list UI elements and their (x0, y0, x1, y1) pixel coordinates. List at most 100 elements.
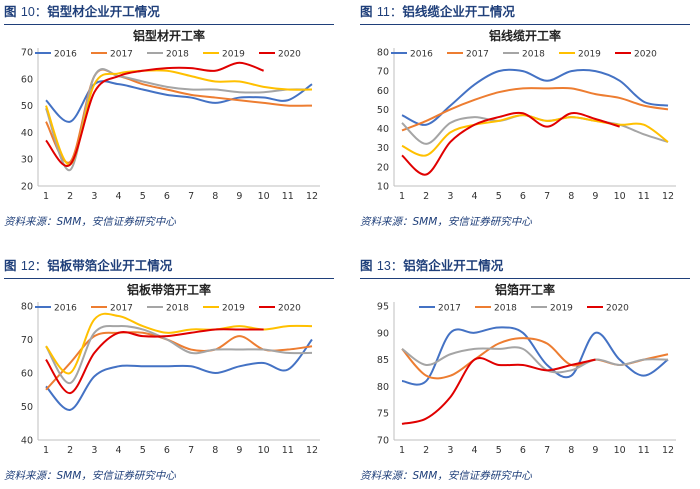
fig-label: 图 (4, 4, 17, 19)
fig-title: 铝板带箔企业开工情况 (47, 258, 173, 273)
x-tick-label: 11 (282, 445, 294, 456)
y-tick-label: 20 (377, 162, 389, 173)
y-tick-label: 60 (21, 74, 33, 85)
series-line-2019 (45, 69, 313, 166)
source-note: 资料来源：SMM，安信证券研究中心 (4, 470, 176, 482)
x-tick-label: 1 (43, 191, 49, 202)
x-tick-label: 7 (544, 191, 550, 202)
series-line-2019 (45, 312, 313, 375)
x-tick-label: 1 (43, 445, 49, 456)
panel-title: 图 13：铝箔企业开工情况 (360, 256, 690, 279)
fig-number: 13 (376, 259, 391, 273)
x-tick-label: 12 (662, 445, 674, 456)
legend-label: 2020 (606, 304, 629, 314)
fig-label: 图 (360, 258, 373, 273)
y-tick-label: 85 (377, 355, 389, 366)
chart-area: 铝箔开工率 70 75 80 85 90 95 1 2 3 4 5 6 7 8 9 10 11 12 2017 2018… (360, 280, 690, 458)
y-tick-label: 80 (377, 48, 389, 59)
y-tick-label: 30 (377, 143, 389, 154)
x-tick-label: 6 (164, 445, 170, 456)
fig-title: 铝型材企业开工情况 (47, 4, 160, 19)
x-tick-label: 4 (116, 191, 122, 202)
series-line-2016 (401, 68, 669, 126)
chart-title: 铝箔开工率 (495, 282, 555, 297)
series-line-2016 (45, 338, 313, 411)
y-tick-label: 60 (377, 86, 389, 97)
series-line-2017 (401, 326, 669, 386)
panel-title: 图 12：铝板带箔企业开工情况 (4, 256, 334, 279)
legend-label: 2019 (222, 304, 245, 314)
x-tick-label: 2 (67, 191, 73, 202)
chart-title: 铝线缆开工率 (489, 28, 561, 43)
legend-label: 2019 (578, 50, 601, 60)
legend-label: 2020 (634, 50, 657, 60)
y-tick-label: 40 (377, 124, 389, 135)
x-tick-label: 4 (116, 445, 122, 456)
panel-fig12: 图 12：铝板带箔企业开工情况 铝板带箔开工率 40 50 60 70 80 1 2 3 4 5 6 7… (4, 256, 334, 488)
x-tick-label: 6 (164, 191, 170, 202)
x-tick-label: 11 (638, 191, 650, 202)
legend-label: 2017 (438, 304, 461, 314)
y-tick-label: 60 (21, 369, 33, 380)
x-tick-label: 3 (91, 445, 97, 456)
x-tick-label: 10 (258, 445, 270, 456)
x-tick-label: 12 (662, 191, 674, 202)
x-tick-label: 3 (91, 191, 97, 202)
y-tick-label: 75 (377, 409, 389, 420)
series-line-2018 (45, 324, 313, 385)
x-tick-label: 3 (447, 191, 453, 202)
x-tick-label: 10 (258, 191, 270, 202)
y-tick-label: 70 (377, 67, 389, 78)
y-tick-label: 70 (21, 48, 33, 59)
legend-label: 2020 (278, 304, 301, 314)
x-tick-label: 8 (212, 445, 218, 456)
y-tick-label: 80 (21, 302, 33, 313)
series-line-2020 (401, 111, 620, 176)
legend-label: 2017 (110, 50, 133, 60)
panel-fig13: 图 13：铝箔企业开工情况 铝箔开工率 70 75 80 85 90 95 1 2 3 4 5 6 7 8 9… (360, 256, 690, 488)
x-tick-label: 6 (520, 191, 526, 202)
x-tick-label: 2 (423, 191, 429, 202)
fig-label: 图 (360, 4, 373, 19)
y-tick-label: 50 (377, 105, 389, 116)
x-tick-label: 9 (236, 191, 242, 202)
x-tick-label: 7 (188, 445, 194, 456)
x-tick-label: 11 (282, 191, 294, 202)
x-tick-label: 2 (67, 445, 73, 456)
source-note: 资料来源：SMM，安信证券研究中心 (360, 216, 532, 228)
x-tick-label: 5 (140, 445, 146, 456)
panel-title: 图 11：铝线缆企业开工情况 (360, 2, 690, 25)
x-tick-label: 10 (614, 445, 626, 456)
x-tick-label: 9 (592, 191, 598, 202)
x-tick-label: 8 (212, 191, 218, 202)
fig-number: 10 (20, 5, 35, 19)
chart-area: 铝型材开工率 20 30 40 50 60 70 1 2 3 4 5 6 7 8 9 10 11 12 2016 201… (4, 26, 334, 204)
y-tick-label: 70 (377, 436, 389, 447)
legend-label: 2016 (410, 50, 433, 60)
x-tick-label: 5 (140, 191, 146, 202)
series-line-2020 (45, 328, 264, 395)
y-tick-label: 10 (377, 182, 389, 193)
y-tick-label: 50 (21, 402, 33, 413)
chart-title: 铝板带箔开工率 (127, 282, 211, 297)
legend-label: 2017 (466, 50, 489, 60)
legend-label: 2019 (222, 50, 245, 60)
x-tick-label: 2 (423, 445, 429, 456)
fig-number: 11 (376, 5, 390, 19)
x-tick-label: 6 (520, 445, 526, 456)
series-line-2020 (401, 357, 596, 425)
series-line-2017 (401, 86, 669, 132)
chart-area: 铝线缆开工率 10 20 30 40 50 60 70 80 1 2 3 4 5 6 7 8 9 10 11 12 201… (360, 26, 690, 204)
panel-title: 图 10：铝型材企业开工情况 (4, 2, 334, 25)
x-tick-label: 4 (472, 445, 478, 456)
y-tick-label: 20 (21, 182, 33, 193)
x-tick-label: 1 (399, 445, 405, 456)
series-line-2019 (401, 346, 669, 374)
y-tick-label: 50 (21, 101, 33, 112)
y-tick-label: 30 (21, 155, 33, 166)
x-tick-label: 9 (236, 445, 242, 456)
x-tick-label: 5 (496, 445, 502, 456)
